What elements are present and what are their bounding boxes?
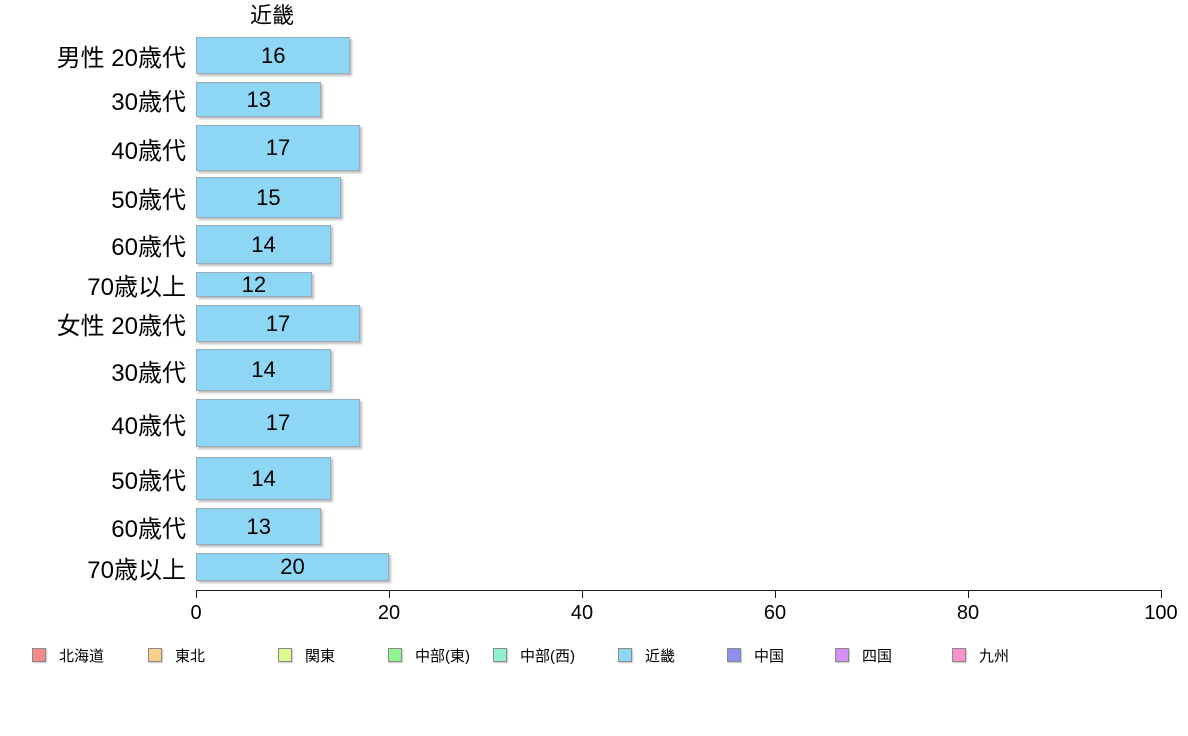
legend-label: 東北 [175,647,206,665]
y-axis-label: 60歳代 [111,234,186,261]
x-axis-tick-label: 100 [1144,602,1178,624]
legend-swatch-icon [278,648,292,662]
legend-item: 九州 [952,644,1009,666]
y-axis-label: 50歳代 [111,468,186,495]
bar-value-label: 14 [251,465,276,491]
bar: 20 [196,553,389,581]
bar-value-label: 12 [241,271,267,297]
legend-item: 東北 [148,644,205,666]
legend-item: 中部(東) [388,644,470,666]
x-axis-tick-label: 20 [377,602,401,624]
y-axis-label: 50歳代 [111,187,186,214]
legend-swatch-icon [32,648,46,662]
x-axis-line [196,590,1161,591]
legend-swatch-icon [727,648,741,662]
x-axis-tick-label: 80 [956,602,980,624]
bar: 17 [196,399,361,447]
x-axis-tick-label: 40 [570,602,594,624]
legend-label: 中国 [754,647,785,665]
bar: 13 [196,508,322,545]
bar: 16 [196,37,351,74]
bar: 14 [196,457,332,500]
y-axis-label: 女性 20歳代 [56,313,186,340]
x-axis-tick [389,590,390,598]
chart-title: 近畿 [249,3,294,28]
legend-swatch-icon [493,648,507,662]
legend-swatch-icon [952,648,966,662]
x-axis-tick [196,590,197,598]
y-axis-label: 30歳代 [111,359,186,387]
bar-value-label: 16 [260,42,286,68]
x-axis-tick [582,590,583,598]
y-axis-label: 70歳以上 [87,274,186,301]
bar-value-label: 14 [251,231,276,257]
legend-item: 四国 [835,644,892,666]
y-axis-label: 30歳代 [111,89,186,116]
x-axis-tick [968,590,969,598]
bar-value-label: 17 [265,410,291,435]
bar-value-label: 17 [265,310,291,336]
legend-item: 関東 [278,644,335,666]
bar-value-label: 13 [246,513,271,539]
bar: 15 [196,177,341,218]
y-axis-label: 40歳代 [111,412,186,440]
y-axis-label: 70歳以上 [87,556,186,584]
legend-swatch-icon [835,648,849,662]
bar: 14 [196,225,332,264]
legend-label: 関東 [305,647,336,665]
x-axis-tick [775,590,776,598]
legend-item: 近畿 [618,644,675,666]
legend-label: 中部(東) [415,647,470,665]
legend-label: 北海道 [59,647,105,665]
y-axis-label: 40歳代 [111,137,186,165]
bar-value-label: 14 [251,357,276,382]
legend-item: 中国 [727,644,784,666]
bar: 12 [196,272,312,297]
y-axis-label: 60歳代 [111,516,186,543]
legend: 北海道 東北 関東 中部(東) 中部(西) 近畿 中国 四国 九州 [0,644,1188,668]
x-axis-tick-label: 0 [190,602,202,624]
legend-swatch-icon [388,648,402,662]
legend-label: 四国 [862,647,893,665]
bar-value-label: 15 [256,184,281,210]
legend-label: 近畿 [645,647,676,665]
bar: 13 [196,82,322,117]
bar-value-label: 13 [246,86,271,112]
bar: 17 [196,305,361,342]
legend-swatch-icon [148,648,162,662]
legend-item: 中部(西) [493,644,575,666]
y-axis-label: 男性 20歳代 [56,45,186,72]
bar-value-label: 20 [280,554,305,579]
legend-label: 九州 [979,647,1010,665]
legend-swatch-icon [618,648,632,662]
bar: 14 [196,349,332,391]
bar: 17 [196,125,361,171]
x-axis-tick [1161,590,1162,598]
x-axis-tick-label: 60 [763,602,787,624]
legend-label: 中部(西) [520,647,575,665]
bar-value-label: 17 [265,135,291,160]
legend-item: 北海道 [32,644,104,666]
